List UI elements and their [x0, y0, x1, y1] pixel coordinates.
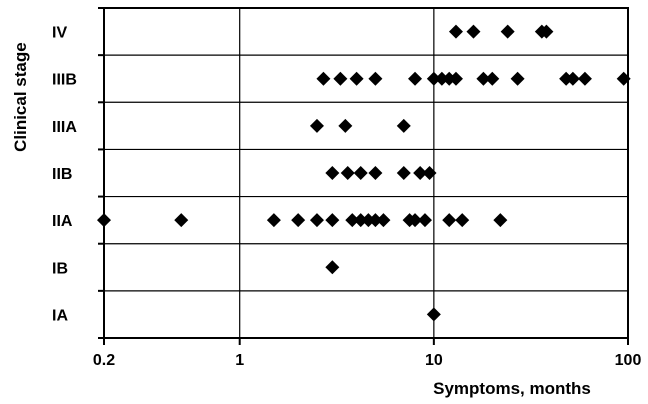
plot-frame	[103, 7, 629, 339]
data-point	[616, 71, 631, 86]
data-point	[448, 71, 463, 86]
data-point	[333, 71, 348, 86]
data-point	[325, 260, 340, 275]
data-point	[539, 24, 554, 39]
data-point	[455, 213, 470, 228]
data-point	[353, 213, 368, 228]
data-point	[442, 213, 457, 228]
data-point	[434, 71, 449, 86]
data-point	[325, 213, 340, 228]
data-point	[338, 118, 353, 133]
data-point	[577, 71, 592, 86]
data-point	[417, 213, 432, 228]
data-point	[500, 24, 515, 39]
x-tick-label: 1	[235, 352, 244, 369]
data-point	[345, 213, 360, 228]
data-point	[426, 307, 441, 322]
y-tick-label: IIA	[52, 213, 73, 230]
grid	[104, 8, 628, 338]
data-points	[97, 24, 631, 322]
data-point	[353, 166, 368, 180]
y-tick-label: IIIB	[52, 72, 77, 89]
data-point	[368, 71, 383, 86]
data-point	[97, 213, 111, 228]
data-point	[493, 213, 508, 228]
data-point	[174, 213, 189, 228]
data-point	[309, 213, 324, 228]
data-point	[408, 71, 423, 86]
data-point	[510, 71, 525, 86]
data-point	[368, 213, 383, 228]
x-tick-label: 0.2	[93, 352, 115, 369]
data-point	[376, 213, 391, 228]
data-point	[396, 166, 411, 180]
y-tick-label: IIB	[52, 166, 72, 183]
data-point	[485, 71, 500, 86]
x-tick-label: 100	[615, 352, 642, 369]
data-point	[426, 71, 441, 86]
y-tick-label: IA	[52, 307, 68, 324]
data-point	[340, 166, 355, 180]
x-tick-label: 10	[425, 352, 443, 369]
data-point	[408, 213, 423, 228]
data-point	[565, 71, 580, 86]
data-point	[309, 118, 324, 133]
y-tick-label: IB	[52, 260, 68, 277]
y-tick-label: IV	[52, 25, 67, 42]
y-axis-title: Clinical stage	[11, 42, 30, 152]
data-point	[396, 118, 411, 133]
y-tick-label: IIIA	[52, 119, 77, 136]
data-point	[448, 24, 463, 39]
x-axis-title: Symptoms, months	[433, 379, 591, 398]
data-point	[349, 71, 364, 86]
data-point	[325, 166, 340, 180]
data-point	[368, 166, 383, 180]
data-point	[413, 166, 428, 180]
data-point	[361, 213, 376, 228]
data-point	[476, 71, 491, 86]
data-point	[466, 24, 481, 39]
data-point	[266, 213, 281, 228]
data-point	[422, 166, 437, 180]
data-point	[291, 213, 306, 228]
tick-labels: 0.2 1 10 100 IA IB IIA IIB IIIA IIIB IV	[52, 25, 641, 369]
axes	[98, 7, 629, 345]
data-point	[316, 71, 331, 86]
